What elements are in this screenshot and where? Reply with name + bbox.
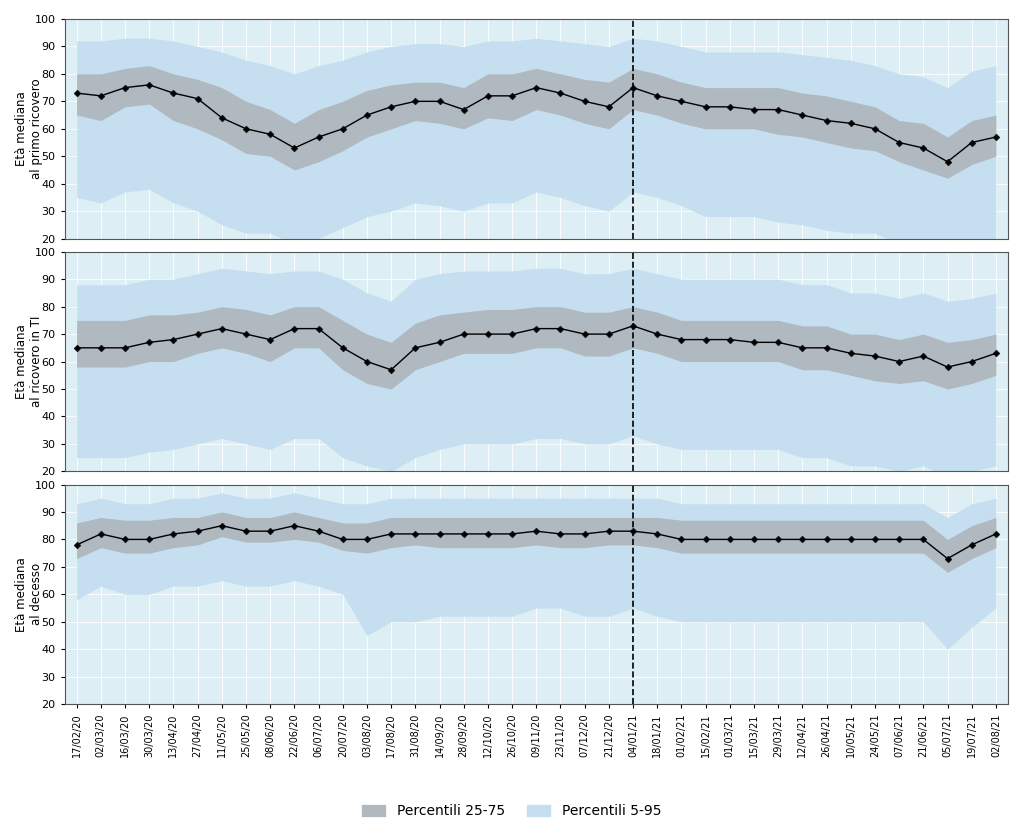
Y-axis label: Età mediana
al decesso: Età mediana al decesso [15, 557, 43, 632]
Y-axis label: Età mediana
al ricovero in TI: Età mediana al ricovero in TI [15, 315, 43, 407]
Y-axis label: Età mediana
al primo ricovero: Età mediana al primo ricovero [15, 79, 43, 179]
Legend: Percentili 25-75, Percentili 5-95: Percentili 25-75, Percentili 5-95 [356, 799, 667, 824]
